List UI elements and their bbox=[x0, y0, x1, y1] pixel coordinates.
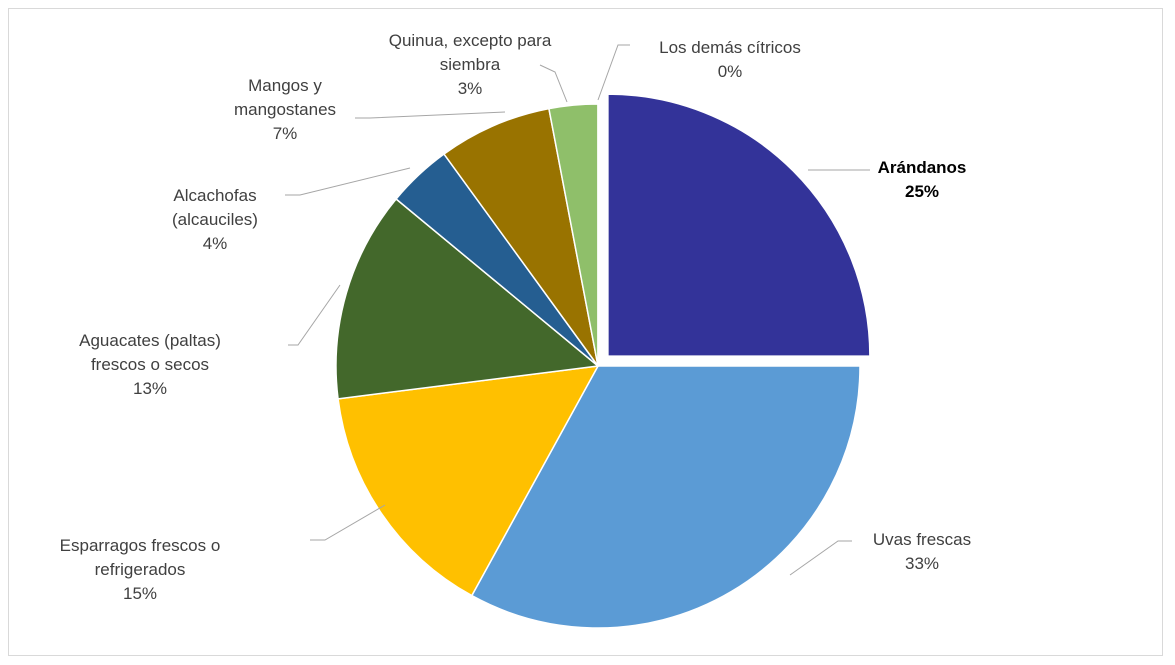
pie-slice bbox=[335, 197, 600, 400]
category-name: Uvas frescas bbox=[872, 530, 972, 549]
slice-label: Los demás cítricos 0% bbox=[615, 36, 845, 84]
leader-line bbox=[789, 540, 852, 576]
pie-slice bbox=[442, 107, 599, 367]
pie-slice bbox=[470, 365, 861, 629]
category-name: Alcachofas (alcauciles) bbox=[172, 186, 258, 229]
leader-line bbox=[310, 504, 386, 541]
category-name: Arándanos bbox=[877, 158, 967, 177]
category-name: Esparragos frescos o refrigerados bbox=[59, 536, 221, 579]
slice-label: Mangos y mangostanes 7% bbox=[205, 74, 365, 146]
slice-label: Quinua, excepto para siembra 3% bbox=[385, 29, 555, 101]
category-name: Aguacates (paltas) frescos o secos bbox=[79, 331, 221, 374]
category-name: Mangos y mangostanes bbox=[233, 76, 337, 119]
slice-label: Esparragos frescos o refrigerados 15% bbox=[50, 534, 230, 606]
value-label: 13% bbox=[132, 379, 168, 398]
pie-slice bbox=[337, 365, 600, 597]
value-label: 0% bbox=[717, 62, 743, 81]
leader-line bbox=[597, 44, 630, 101]
slice-label: Alcachofas (alcauciles) 4% bbox=[150, 184, 280, 256]
category-name: Quinua, excepto para siembra bbox=[388, 31, 552, 74]
value-label: 3% bbox=[457, 79, 483, 98]
value-label: 33% bbox=[904, 554, 940, 573]
slice-label: Aguacates (paltas) frescos o secos 13% bbox=[55, 329, 245, 401]
slice-label: Uvas frescas 33% bbox=[852, 528, 992, 576]
slice-label: Arándanos 25% bbox=[852, 156, 992, 204]
pie-slice bbox=[607, 93, 871, 357]
value-label: 4% bbox=[202, 234, 228, 253]
leader-line bbox=[285, 167, 411, 196]
leader-line bbox=[288, 284, 341, 346]
category-name: Los demás cítricos bbox=[659, 38, 801, 57]
value-label: 25% bbox=[904, 182, 940, 201]
value-label: 7% bbox=[272, 124, 298, 143]
value-label: 15% bbox=[122, 584, 158, 603]
leader-line bbox=[355, 111, 506, 119]
chart-frame bbox=[8, 8, 1163, 656]
leader-line bbox=[539, 64, 568, 103]
